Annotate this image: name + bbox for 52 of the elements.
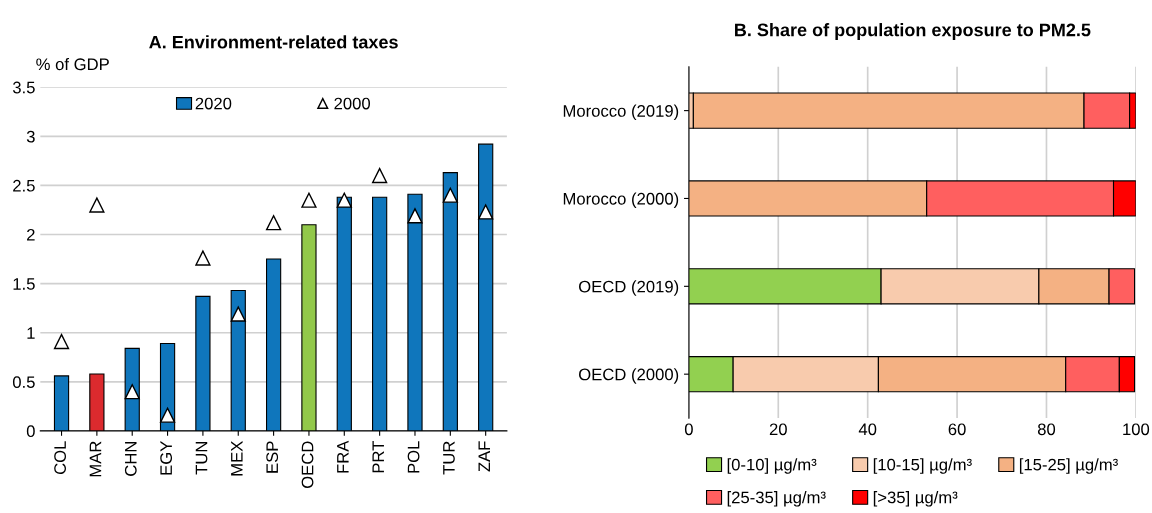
- x-tick-label: POL: [407, 441, 420, 473]
- legend-label: [15-25] µg/m³: [1019, 458, 1118, 474]
- point: [159, 407, 176, 423]
- x-tick-label: ZAF: [478, 441, 490, 472]
- x-tick-label: TUN: [195, 442, 208, 475]
- point: [230, 306, 246, 322]
- legend-label: 2000: [334, 97, 371, 110]
- x-tick-label: MEX: [231, 440, 243, 476]
- x-tick-label: OECD: [301, 441, 314, 489]
- y-tick-label: OECD (2019): [579, 280, 679, 296]
- y-tick-label: Morocco (2000): [563, 192, 679, 208]
- legend-label: 2020: [195, 97, 232, 110]
- y-tick-label: Morocco (2019): [563, 104, 679, 121]
- point: [195, 250, 211, 266]
- y-tick-label: 1: [27, 327, 35, 339]
- y-tick-label: 3.5: [12, 81, 35, 94]
- y-tick-label: 3: [26, 130, 35, 143]
- legend-label: [25-35] µg/m³: [727, 491, 826, 507]
- x-tick-label: EGY: [160, 441, 173, 475]
- y-tick-label: OECD (2000): [579, 368, 679, 384]
- point: [407, 208, 423, 224]
- y-tick-label: 2.5: [13, 179, 35, 192]
- point: [336, 192, 352, 208]
- point: [265, 215, 282, 231]
- legend-label: [0-10] µg/m³: [727, 458, 817, 474]
- x-tick-label: ESP: [266, 441, 279, 473]
- point: [301, 192, 317, 208]
- y-axis-title: % of GDP: [36, 57, 109, 71]
- x-tick-label: TUR: [443, 441, 455, 475]
- x-tick-label: FRA: [337, 440, 349, 473]
- x-tick-label: PRT: [372, 441, 384, 473]
- point: [371, 167, 388, 184]
- point: [478, 204, 494, 220]
- x-tick-label: 20: [769, 423, 787, 436]
- x-tick-label: MAR: [89, 441, 102, 477]
- x-tick-label: 0: [684, 423, 693, 436]
- chart-title: B. Share of population exposure to PM2.5: [735, 23, 1091, 40]
- x-tick-label: 100: [1123, 423, 1150, 436]
- chart-title: A. Environment-related taxes: [149, 35, 398, 49]
- point: [442, 187, 458, 203]
- x-tick-label: 60: [948, 423, 966, 436]
- legend-label: [10-15] µg/m³: [873, 458, 972, 474]
- x-tick-label: 40: [858, 423, 877, 436]
- x-tick-label: 80: [1037, 423, 1056, 436]
- point: [89, 197, 105, 213]
- point: [53, 333, 70, 350]
- x-tick-label: CHN: [124, 442, 137, 476]
- y-tick-label: 2: [27, 228, 35, 241]
- y-tick-label: 0.5: [12, 376, 35, 389]
- y-tick-label: 1.5: [13, 278, 35, 290]
- x-tick-label: COL: [54, 441, 66, 475]
- legend-label: [>35] µg/m³: [873, 491, 958, 507]
